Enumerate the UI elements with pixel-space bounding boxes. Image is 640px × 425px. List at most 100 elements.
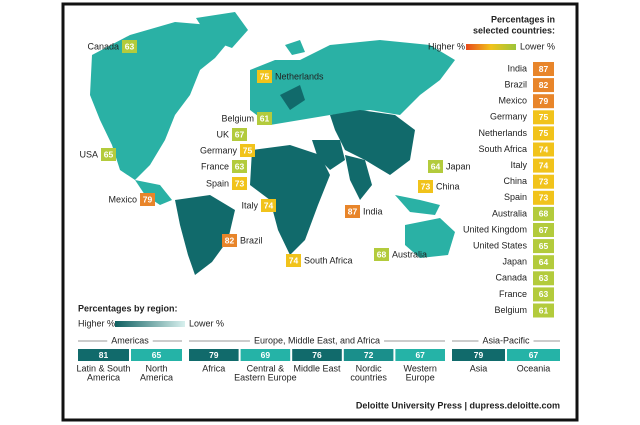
- value-box: [507, 349, 560, 361]
- country-name: France: [499, 289, 527, 299]
- value-label: 75: [260, 71, 270, 81]
- value-box: [533, 110, 554, 125]
- value-label: 75: [243, 145, 253, 155]
- value-box: [78, 349, 129, 361]
- value-label: 61: [260, 113, 270, 123]
- country-name: Germany: [490, 112, 528, 122]
- map-label: USA: [79, 149, 98, 159]
- region-label: Eastern Europe: [234, 372, 297, 382]
- region-label: America: [87, 372, 120, 382]
- value-label: 79: [474, 350, 484, 360]
- value-label: 74: [539, 144, 549, 154]
- value-label: 74: [539, 160, 549, 170]
- region-label: America: [140, 372, 173, 382]
- value-box: [189, 349, 239, 361]
- region-label: Asia: [470, 363, 488, 373]
- country-name: South Africa: [478, 144, 527, 154]
- value-box: [533, 239, 554, 254]
- country-name: United Kingdom: [463, 224, 527, 234]
- region-label: North: [145, 363, 167, 373]
- country-name: Japan: [502, 257, 527, 267]
- region-group-name: Americas: [111, 335, 149, 345]
- map-label: Germany: [200, 145, 238, 155]
- value-label: 63: [235, 161, 245, 171]
- value-box: [131, 349, 182, 361]
- map-label: Mexico: [108, 194, 137, 204]
- value-label: 75: [539, 112, 549, 122]
- value-label: 72: [364, 350, 374, 360]
- value-label: 87: [348, 206, 358, 216]
- region-label: Middle East: [293, 363, 341, 373]
- region-label: countries: [350, 372, 387, 382]
- value-box: [232, 128, 247, 141]
- value-box: [533, 62, 554, 76]
- legend-title: Percentages in: [491, 14, 555, 24]
- country-name: Netherlands: [478, 128, 527, 138]
- value-box: [292, 349, 342, 361]
- value-label: 73: [539, 193, 549, 203]
- regions-title: Percentages by region:: [78, 303, 178, 313]
- country-name: Spain: [504, 192, 527, 202]
- legend-title: selected countries:: [473, 25, 555, 35]
- value-box: [533, 174, 554, 189]
- value-label: 64: [539, 257, 549, 267]
- value-box: [533, 158, 554, 173]
- value-box: [240, 349, 291, 361]
- value-box: [222, 234, 237, 247]
- value-box: [240, 144, 255, 157]
- map-label: Netherlands: [275, 71, 324, 81]
- country-name: United States: [473, 240, 528, 250]
- value-box: [533, 271, 554, 286]
- region-label: Oceania: [517, 363, 551, 373]
- value-box: [261, 199, 276, 212]
- map-label: Canada: [87, 41, 119, 51]
- value-label: 79: [539, 96, 549, 106]
- value-box: [533, 223, 554, 237]
- value-label: 65: [104, 149, 114, 159]
- value-box: [533, 303, 554, 318]
- value-label: 81: [99, 350, 109, 360]
- country-name: Canada: [495, 273, 527, 283]
- country-name: Italy: [510, 160, 527, 170]
- value-box: [418, 180, 433, 193]
- value-label: 68: [377, 249, 387, 259]
- value-box: [395, 349, 445, 361]
- map-label: France: [201, 161, 229, 171]
- region-label: Central &: [247, 363, 285, 373]
- region-group-name: Asia-Pacific: [482, 335, 530, 345]
- value-box: [232, 160, 247, 173]
- value-box: [533, 142, 554, 157]
- value-label: 79: [209, 350, 219, 360]
- value-box: [452, 349, 505, 361]
- regions-lower: Lower %: [189, 318, 224, 328]
- region-label: Nordic: [356, 363, 383, 373]
- value-box: [101, 148, 116, 161]
- value-label: 61: [539, 305, 549, 315]
- map-label: UK: [216, 129, 229, 139]
- value-box: [257, 70, 272, 83]
- world-map: [90, 12, 455, 275]
- value-label: 67: [415, 350, 425, 360]
- country-name: Belgium: [494, 305, 527, 315]
- value-label: 67: [529, 350, 539, 360]
- value-box: [533, 206, 554, 221]
- map-label: Italy: [241, 200, 258, 210]
- value-box: [374, 248, 389, 261]
- value-label: 73: [421, 181, 431, 191]
- value-label: 63: [125, 41, 135, 51]
- region-label: Latin & South: [76, 363, 130, 373]
- value-box: [533, 190, 554, 205]
- value-label: 87: [539, 64, 549, 74]
- footer: Deloitte University Press | dupress.delo…: [356, 400, 560, 410]
- regions-higher: Higher %: [78, 318, 115, 328]
- value-label: 82: [539, 80, 549, 90]
- regions-gradient: [115, 321, 185, 327]
- map-label: China: [436, 181, 460, 191]
- country-name: Brazil: [504, 79, 527, 89]
- value-label: 74: [289, 255, 299, 265]
- value-label: 82: [225, 235, 235, 245]
- country-name: India: [507, 63, 527, 73]
- value-box: [257, 112, 272, 125]
